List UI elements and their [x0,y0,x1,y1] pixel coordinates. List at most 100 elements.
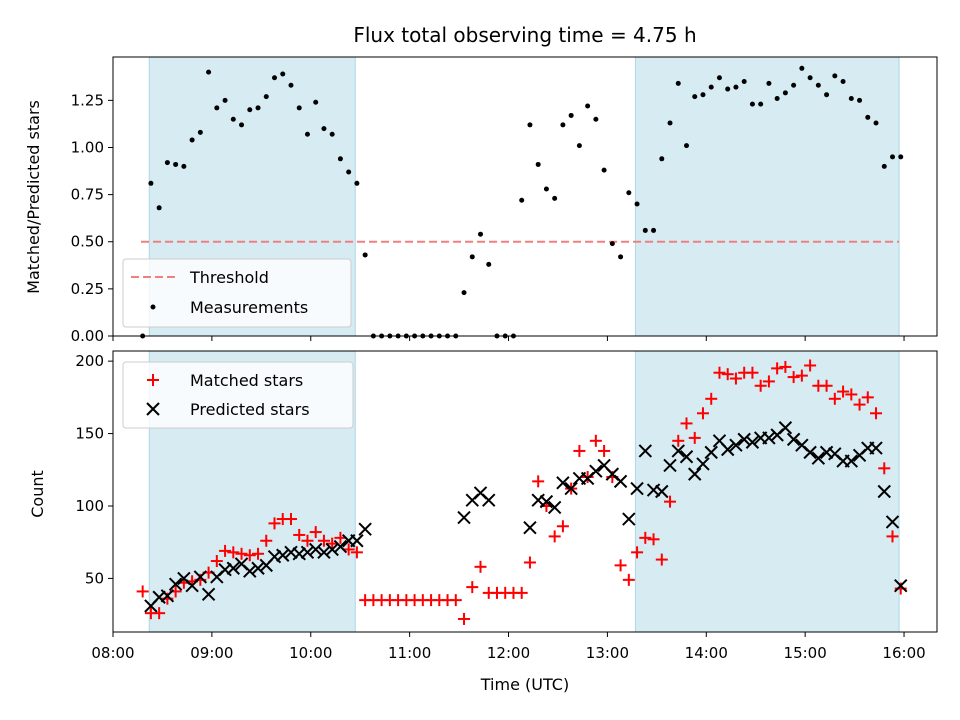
matched-star-point [853,398,866,411]
measurement-point [206,69,212,75]
threshold-legend-label: Threshold [189,268,269,287]
measurement-point [296,105,302,111]
matched-stars-points [136,359,907,625]
x-tick-label: 16:00 [882,644,925,662]
bottom-y-axis: 50 100 150 200 [75,352,113,587]
top-legend-box [122,258,352,328]
measurement-point [329,131,335,137]
predicted-star-point [325,542,339,557]
measurement-point [782,90,788,96]
measurement-point [881,163,887,169]
y-tick-label: 0.50 [71,233,104,251]
measurement-point [288,82,294,88]
predicted-star-point [613,474,628,489]
predicted-star-point [226,561,241,575]
matched-star-point [762,375,775,388]
predicted-star-point [168,577,183,591]
predicted-star-point [762,431,776,445]
measurement-point [774,95,780,101]
y-tick-label: 150 [75,425,104,443]
predicted-star-point [350,534,364,548]
measurement-point [749,101,755,107]
measurement-point [527,122,533,128]
predicted-star-point [655,484,669,499]
x-tick-label: 08:00 [91,644,134,662]
measurement-point [337,156,343,162]
predicted-star-point [547,500,562,515]
matched-star-point [589,434,602,447]
y-tick-label: 200 [75,352,104,370]
predicted-star-point [811,451,826,465]
predicted-star-point [358,522,372,536]
y-tick-label: 1.25 [71,91,104,109]
measurement-point [684,143,690,149]
measurement-point [535,161,541,167]
matched-star-point [721,368,734,381]
matched-star-point [771,362,784,375]
measurement-point [354,180,360,186]
measurement-point [181,163,187,169]
matched-star-point [845,388,858,401]
predicted-star-point [556,476,570,490]
measurement-point [576,143,582,149]
matched-star-point [293,528,306,541]
matched-star-point [252,547,265,560]
matched-star-point [301,534,314,547]
matched-star-point [886,530,899,543]
predicted-star-point [317,545,331,560]
measurement-point [642,227,648,233]
top-y-axis-label: Matched/Predicted stars [24,100,43,294]
measurement-point [214,105,220,111]
measurement-point [164,160,170,166]
matched-star-point [458,612,471,625]
matched-star-point [861,391,874,404]
predicted-star-point [638,444,653,458]
predicted-star-point [276,548,290,562]
predicted-star-point [688,467,702,481]
matched-star-point [614,559,627,572]
predicted-star-point [482,493,496,507]
matched-star-point [598,444,611,457]
measurement-point [716,75,722,81]
predicted-star-point [333,539,348,554]
measurement-point [593,116,599,122]
measurement-point [675,80,681,86]
measurement-point [865,114,871,120]
matched-star-point [556,520,569,533]
measurement-point [519,197,525,203]
predicted-star-point [160,589,175,603]
top-y-axis: 0.00 0.25 0.50 0.75 1.00 1.25 [71,91,113,345]
measurement-point [848,95,854,101]
matched-star-point [713,366,726,379]
predicted-star-point [885,515,900,529]
predicted-legend-label: Predicted stars [190,400,310,419]
measurement-point [568,112,574,118]
matched-star-point [779,360,792,373]
measurement-point [173,161,179,167]
matched-star-point [680,417,693,430]
measurement-point [222,97,228,103]
matched-star-point [655,553,668,566]
matched-star-point [268,517,281,530]
measurement-point [857,97,863,103]
predicted-star-point [300,545,315,560]
measurement-point [799,65,805,71]
matched-star-point [523,556,536,569]
predicted-star-point [193,570,208,584]
measurement-point [708,84,714,90]
predicted-star-point [251,561,265,575]
y-tick-label: 50 [85,569,104,587]
measurement-point [766,80,772,86]
matched-star-point [219,544,232,557]
measurement-point [651,227,657,233]
measurement-point [148,180,154,186]
matched-star-point [317,534,330,547]
measurement-point [585,103,591,109]
chart-title: Flux total observing time = 4.75 h [353,23,696,47]
matched-star-point [647,533,660,546]
measurement-point [840,79,846,85]
predicted-star-point [844,454,859,468]
predicted-star-point [894,578,908,593]
matched-star-point [573,444,586,457]
